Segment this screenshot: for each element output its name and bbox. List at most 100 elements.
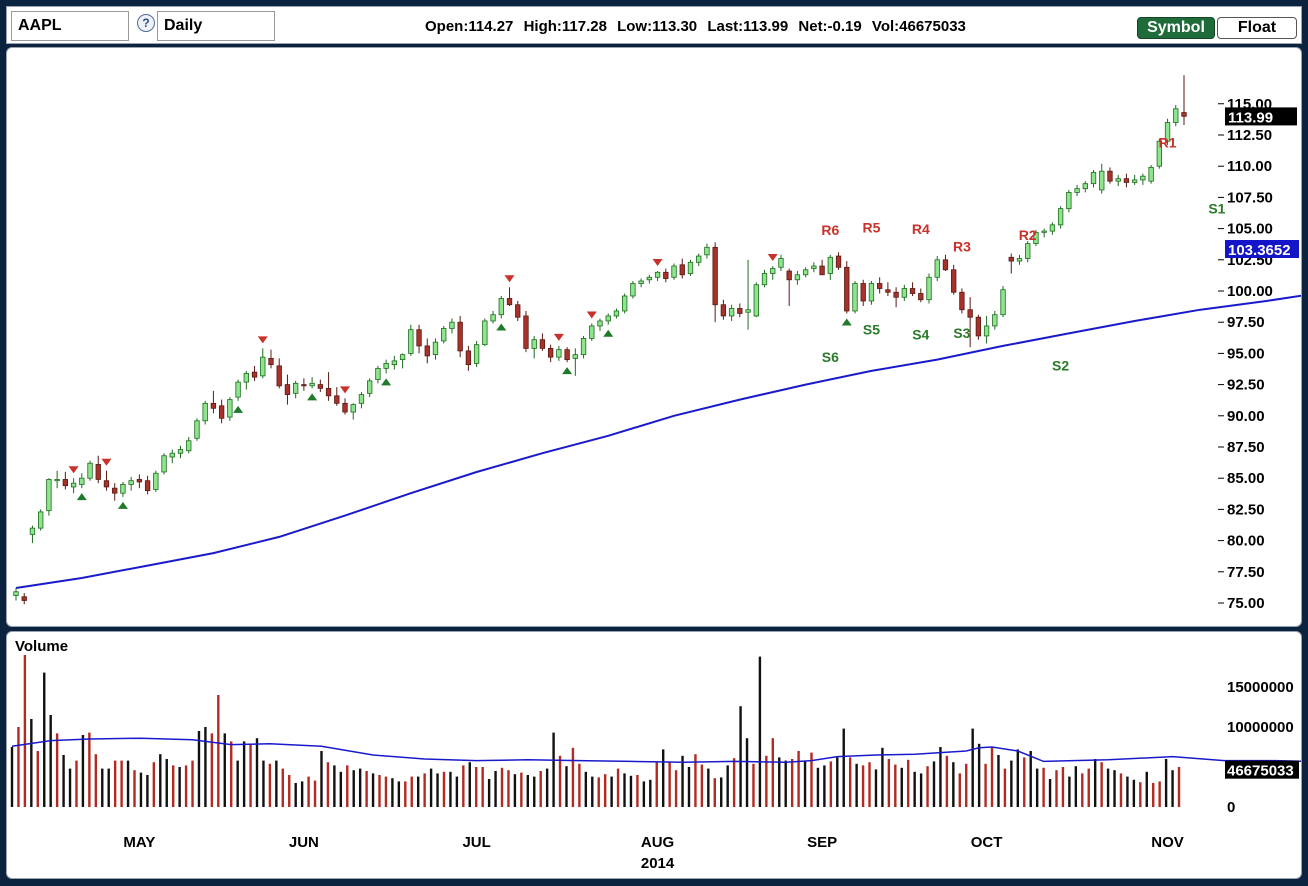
volume-bar	[661, 749, 665, 807]
candle-body	[490, 314, 496, 322]
pivot-high-marker	[652, 259, 663, 267]
level-label-s2: S2	[1052, 358, 1069, 374]
candle-body	[515, 304, 521, 318]
candle-body	[301, 384, 307, 387]
volume-bar	[255, 738, 259, 807]
symbol-input[interactable]: AAPL	[11, 11, 129, 41]
pivot-low-marker	[381, 378, 392, 386]
candle-body	[325, 387, 332, 397]
candle-body	[967, 309, 973, 318]
volume-chart-panel[interactable]: 05000000100000001500000046675033MAYJUNJU…	[6, 631, 1302, 879]
price-axis-label: 82.50	[1227, 501, 1265, 518]
candle-body	[498, 298, 504, 316]
volume-bar	[1113, 770, 1116, 807]
candle-body	[827, 256, 833, 274]
pivot-low-marker	[496, 323, 507, 331]
volume-bar	[971, 728, 974, 807]
volume-bar	[836, 757, 839, 807]
candle-body	[136, 479, 143, 483]
month-label: MAY	[123, 834, 155, 851]
price-axis-label: 110.00	[1227, 158, 1272, 175]
volume-bar	[1171, 770, 1174, 807]
candle-body	[720, 304, 727, 317]
volume-bar	[397, 781, 401, 807]
candle-body	[572, 354, 578, 359]
volume-bar	[1016, 749, 1020, 807]
pivot-low-marker	[76, 493, 87, 501]
candle-body	[13, 591, 19, 596]
volume-bar	[313, 780, 317, 807]
candle-body	[1066, 192, 1072, 210]
volume-bar	[674, 770, 678, 807]
volume-bar	[326, 762, 330, 807]
interval-select[interactable]: Daily	[157, 11, 275, 41]
level-label-r5: R5	[862, 220, 880, 236]
help-icon[interactable]: ?	[137, 14, 155, 32]
candle-body	[687, 261, 694, 274]
volume-bar	[365, 771, 368, 807]
symbol-button[interactable]: Symbol	[1137, 17, 1215, 39]
float-button[interactable]: Float	[1217, 17, 1297, 39]
volume-title: Volume	[15, 638, 69, 655]
candle-body	[375, 367, 381, 381]
candle-body	[1000, 289, 1006, 316]
pivot-high-marker	[340, 386, 351, 394]
candle-body	[778, 258, 784, 268]
volume-bar	[926, 766, 929, 807]
volume-bar	[1119, 773, 1123, 807]
volume-bar	[771, 738, 775, 807]
volume-bar	[887, 759, 891, 807]
volume-bar	[700, 764, 704, 807]
volume-bar	[165, 759, 168, 807]
volume-bar	[997, 755, 1000, 807]
candle-body	[358, 394, 365, 404]
volume-average-line	[11, 737, 1301, 763]
volume-bar	[88, 732, 91, 807]
candle-body	[852, 283, 858, 312]
pivot-high-marker	[504, 275, 515, 283]
month-label: JUN	[289, 834, 319, 851]
volume-bar	[55, 733, 59, 807]
volume-bar	[352, 770, 355, 807]
volume-bar	[694, 754, 697, 807]
candle-body	[465, 350, 472, 366]
quote-line: Open:114.27 High:117.28 Low:113.30 Last:…	[425, 7, 972, 45]
candle-body	[1025, 243, 1031, 259]
volume-bar	[990, 747, 994, 807]
volume-bar	[707, 768, 710, 807]
level-label-s6: S6	[822, 349, 839, 365]
candle-body	[1090, 172, 1097, 185]
volume-bar	[520, 772, 523, 807]
candle-body	[202, 402, 208, 422]
candle-body	[309, 382, 315, 387]
volume-bar	[159, 754, 162, 807]
volume-bar	[468, 762, 471, 807]
volume-chart[interactable]: 05000000100000001500000046675033MAYJUNJU…	[7, 632, 1301, 878]
candle-body	[243, 372, 249, 383]
candle-body	[334, 395, 340, 404]
candle-body	[934, 259, 940, 278]
volume-bar	[423, 773, 426, 807]
candle-body	[745, 309, 751, 313]
volume-bar	[300, 781, 304, 807]
volume-bar	[732, 758, 736, 807]
volume-bar	[449, 771, 452, 807]
price-chart-panel[interactable]: 75.00 77.50 80.00 82.50 85.00 87.50 90.00 92.50…	[6, 47, 1302, 627]
pivot-low-marker	[307, 393, 318, 401]
volume-bar	[848, 757, 852, 807]
volume-bar	[43, 672, 46, 807]
candle-body	[424, 345, 430, 357]
volume-bar	[507, 770, 510, 807]
candle-body	[1082, 183, 1088, 190]
volume-bar	[481, 767, 484, 807]
candle-body	[432, 341, 439, 356]
candle-body	[1074, 188, 1080, 193]
volume-bar	[855, 763, 858, 807]
volume-bar	[591, 776, 594, 807]
price-chart[interactable]: 75.00 77.50 80.00 82.50 85.00 87.50 90.00 92.50…	[7, 48, 1301, 626]
pivot-low-marker	[841, 318, 852, 326]
price-axis-label: 112.50	[1227, 127, 1272, 144]
volume-axis-label: 10000000	[1227, 719, 1294, 736]
volume-bar	[462, 765, 465, 807]
volume-bar	[1139, 782, 1142, 807]
